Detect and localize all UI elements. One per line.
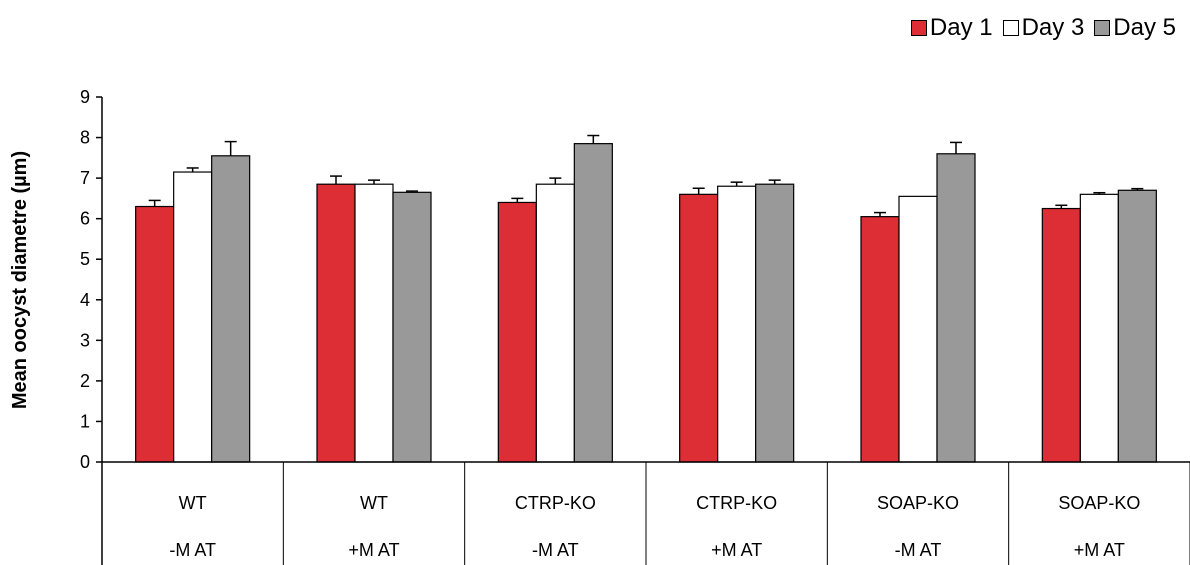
bar [1117, 189, 1157, 463]
x-tick-label: SOAP-KO [1058, 493, 1140, 513]
x-tick-sublabel: +M AT [711, 540, 762, 560]
axes-group: 0 1 2 3 4 5 6 7 8 9 WT -M AT WT +M AT CTRP-KO -M AT CTRP… [80, 87, 1190, 565]
y-axis-label: Mean oocyst diametre (µm) [9, 151, 31, 409]
y-tick-label: 6 [80, 209, 90, 229]
bar [717, 185, 757, 463]
x-tick-sublabel: +M AT [1074, 540, 1125, 560]
bar [135, 205, 175, 463]
y-tick-label: 3 [80, 330, 90, 350]
y-tick-label: 5 [80, 249, 90, 269]
x-tick-sublabel: +M AT [348, 540, 399, 560]
legend-item-day3: Day 3 [1002, 14, 1085, 42]
legend-swatch-day3 [1002, 20, 1019, 36]
x-tick-label: WT [360, 493, 388, 513]
x-tick-label: CTRP-KO [696, 493, 777, 513]
legend-label-day1: Day 1 [929, 14, 993, 41]
bar [392, 191, 432, 463]
y-tick-label: 2 [80, 371, 90, 391]
bar [497, 201, 537, 463]
legend-item-day5: Day 5 [1094, 14, 1176, 42]
chart-legend: Day 1 Day 3 Day 5 [907, 14, 1176, 42]
bar [860, 216, 900, 463]
bar [755, 183, 795, 463]
legend-swatch-day1 [910, 20, 927, 36]
x-tick-label: CTRP-KO [515, 493, 596, 513]
y-tick-label: 7 [80, 168, 90, 188]
x-tick-sublabel: -M AT [895, 540, 942, 560]
y-tick-label: 4 [80, 290, 90, 310]
y-tick-label: 1 [80, 411, 90, 431]
x-tick-label: WT [179, 493, 207, 513]
bar [1041, 207, 1081, 463]
x-tick-sublabel: -M AT [532, 540, 579, 560]
bar [936, 153, 976, 463]
bar [211, 155, 251, 463]
bars-group [135, 134, 1157, 463]
x-tick-label: SOAP-KO [877, 493, 959, 513]
bar [898, 195, 938, 463]
y-tick-label: 8 [80, 128, 90, 148]
bar [535, 183, 575, 463]
legend-label-day5: Day 5 [1113, 14, 1176, 41]
legend-swatch-day5 [1094, 20, 1111, 36]
bar [316, 183, 356, 463]
bar [1079, 193, 1119, 463]
bar [354, 183, 394, 463]
y-tick-label: 9 [80, 87, 90, 107]
bar [173, 171, 213, 463]
bar [679, 193, 719, 463]
bar [573, 143, 613, 463]
legend-label-day3: Day 3 [1021, 14, 1085, 41]
x-tick-sublabel: -M AT [169, 540, 216, 560]
legend-item-day1: Day 1 [910, 14, 993, 42]
y-tick-label: 0 [80, 452, 90, 472]
